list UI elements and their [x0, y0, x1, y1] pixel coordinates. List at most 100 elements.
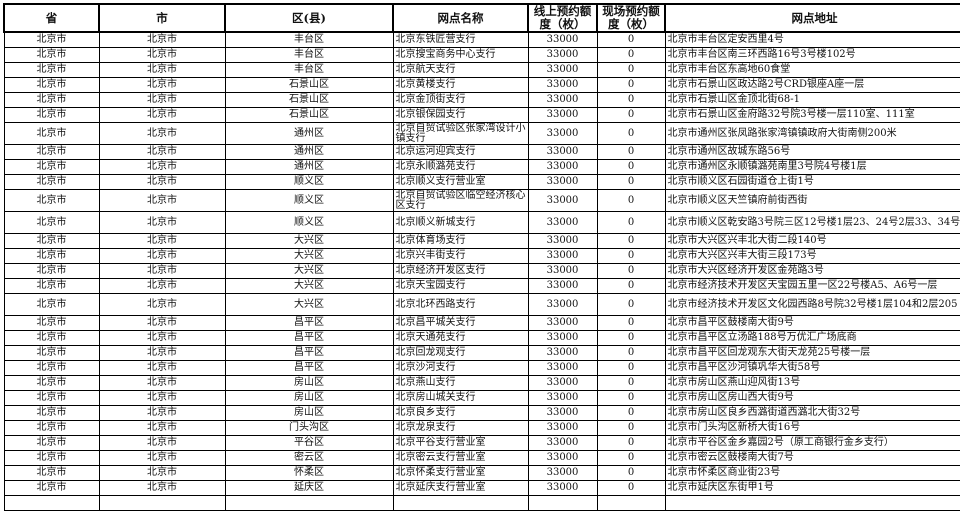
province-cell: 北京市 [3, 233, 100, 249]
address-cell: 北京市昌平区鼓楼南大街9号 [664, 315, 960, 331]
table-row: 北京市 北京市 大兴区 北京北环西路支行 33000 0 北京市经济技术开发区文化园西路8号… [3, 293, 960, 316]
province-cell: 北京市 [3, 77, 100, 93]
district-cell: 昌平区 [224, 315, 394, 331]
onsite-quota-cell: 0 [596, 375, 666, 391]
empty-cell [98, 495, 226, 511]
district-cell: 大兴区 [224, 263, 394, 279]
district-cell: 顺义区 [224, 211, 394, 234]
table-row: 北京市 北京市 丰台区 北京航天支行 33000 0 北京市丰台区东高地60食堂 [3, 62, 960, 78]
branch-name-cell: 北京自贸试验区张家湾设计小镇支行 [392, 122, 529, 145]
province-cell: 北京市 [3, 435, 100, 451]
online-quota-cell: 33000 [527, 77, 598, 93]
province-cell: 北京市 [3, 330, 100, 346]
col-header-online-quota: 线上预约额度（枚） [527, 3, 598, 33]
city-cell: 北京市 [98, 77, 226, 93]
table-row: 北京市 北京市 丰台区 北京东铁匠营支行 33000 0 北京市丰台区定安西里4号 [3, 31, 960, 48]
onsite-quota-cell: 0 [596, 465, 666, 481]
district-cell: 石景山区 [224, 107, 394, 123]
online-quota-cell: 33000 [527, 174, 598, 190]
district-cell: 丰台区 [224, 62, 394, 78]
city-cell: 北京市 [98, 189, 226, 212]
province-cell: 北京市 [3, 480, 100, 496]
onsite-quota-cell: 0 [596, 315, 666, 331]
table-row: 北京市 北京市 通州区 北京运河迎宾支行 33000 0 北京市通州区故城东路56号 [3, 144, 960, 160]
district-cell: 昌平区 [224, 330, 394, 346]
city-cell: 北京市 [98, 62, 226, 78]
table-row: 北京市 北京市 石景山区 北京金顶街支行 33000 0 北京市石景山区金顶北街68-1 [3, 92, 960, 108]
branch-name-cell: 北京龙泉支行 [392, 420, 529, 436]
table-row: 北京市 北京市 房山区 北京良乡支行 33000 0 北京市房山区良乡西潞街道西潞北大街32… [3, 405, 960, 421]
province-cell: 北京市 [3, 360, 100, 376]
city-cell: 北京市 [98, 31, 226, 48]
table-row: 北京市 北京市 顺义区 北京顺义支行营业室 33000 0 北京市顺义区石园街道仓上街1号 [3, 174, 960, 190]
province-cell: 北京市 [3, 293, 100, 316]
online-quota-cell: 33000 [527, 375, 598, 391]
branch-name-cell: 北京沙河支行 [392, 360, 529, 376]
address-cell: 北京市丰台区东高地60食堂 [664, 62, 960, 78]
online-quota-cell: 33000 [527, 435, 598, 451]
city-cell: 北京市 [98, 233, 226, 249]
address-cell: 北京市经济技术开发区文化园西路8号院32号楼1层104和2层205 [664, 293, 960, 316]
city-cell: 北京市 [98, 450, 226, 466]
district-cell: 石景山区 [224, 92, 394, 108]
table-row: 北京市 北京市 丰台区 北京搜宝商务中心支行 33000 0 北京市丰台区南三环西路16号3… [3, 47, 960, 63]
address-cell: 北京市大兴区兴丰北大街二段140号 [664, 233, 960, 249]
district-cell: 顺义区 [224, 189, 394, 212]
onsite-quota-cell: 0 [596, 345, 666, 361]
address-cell: 北京市经济技术开发区天宝园五里一区22号楼A5、A6号一层 [664, 278, 960, 294]
branch-name-cell: 北京平谷支行营业室 [392, 435, 529, 451]
province-cell: 北京市 [3, 405, 100, 421]
col-header-onsite-quota: 现场预约额度（枚） [596, 3, 666, 33]
district-cell: 通州区 [224, 144, 394, 160]
table-row: 北京市 北京市 石景山区 北京银保园支行 33000 0 北京市石景山区金府路32号院3号楼… [3, 107, 960, 123]
address-cell: 北京市石景山区金府路32号院3号楼一层110室、111室 [664, 107, 960, 123]
onsite-quota-cell: 0 [596, 248, 666, 264]
city-cell: 北京市 [98, 107, 226, 123]
city-cell: 北京市 [98, 480, 226, 496]
col-header-address: 网点地址 [664, 3, 960, 33]
district-cell: 昌平区 [224, 345, 394, 361]
online-quota-cell: 33000 [527, 330, 598, 346]
table-row-empty [3, 495, 960, 511]
table-row: 北京市 北京市 延庆区 北京延庆支行营业室 33000 0 北京市延庆区东街甲1号 [3, 480, 960, 496]
online-quota-cell: 33000 [527, 233, 598, 249]
branch-table: 省 市 区(县) 网点名称 线上预约额度（枚） 现场预约额度（枚） 网点地址 北… [3, 3, 960, 511]
province-cell: 北京市 [3, 263, 100, 279]
branch-name-cell: 北京回龙观支行 [392, 345, 529, 361]
address-cell: 北京市丰台区定安西里4号 [664, 31, 960, 48]
table-row: 北京市 北京市 房山区 北京燕山支行 33000 0 北京市房山区燕山迎风街13号 [3, 375, 960, 391]
city-cell: 北京市 [98, 330, 226, 346]
table-row: 北京市 北京市 昌平区 北京昌平城关支行 33000 0 北京市昌平区鼓楼南大街9号 [3, 315, 960, 331]
city-cell: 北京市 [98, 144, 226, 160]
district-cell: 大兴区 [224, 248, 394, 264]
table-row: 北京市 北京市 昌平区 北京天通苑支行 33000 0 北京市昌平区立汤路188号万优汇广场… [3, 330, 960, 346]
online-quota-cell: 33000 [527, 293, 598, 316]
address-cell: 北京市门头沟区新桥大街16号 [664, 420, 960, 436]
online-quota-cell: 33000 [527, 315, 598, 331]
table-row: 北京市 北京市 怀柔区 北京怀柔支行营业室 33000 0 北京市怀柔区商业街23号 [3, 465, 960, 481]
district-cell: 丰台区 [224, 47, 394, 63]
address-cell: 北京市大兴区经济开发区金苑路3号 [664, 263, 960, 279]
city-cell: 北京市 [98, 375, 226, 391]
address-cell: 北京市丰台区南三环西路16号3号楼102号 [664, 47, 960, 63]
address-cell: 北京市顺义区石园街道仓上街1号 [664, 174, 960, 190]
online-quota-cell: 33000 [527, 107, 598, 123]
district-cell: 大兴区 [224, 293, 394, 316]
address-cell: 北京市房山区燕山迎风街13号 [664, 375, 960, 391]
table-row: 北京市 北京市 顺义区 北京顺义新城支行 33000 0 北京市顺义区乾安路3号院三区12号… [3, 211, 960, 234]
branch-name-cell: 北京密云支行营业室 [392, 450, 529, 466]
branch-name-cell: 北京银保园支行 [392, 107, 529, 123]
branch-name-cell: 北京顺义支行营业室 [392, 174, 529, 190]
empty-cell [664, 495, 960, 511]
onsite-quota-cell: 0 [596, 122, 666, 145]
table-row: 北京市 北京市 平谷区 北京平谷支行营业室 33000 0 北京市平谷区金乡嘉园2号（原工商… [3, 435, 960, 451]
address-cell: 北京市密云区鼓楼南大街7号 [664, 450, 960, 466]
province-cell: 北京市 [3, 92, 100, 108]
online-quota-cell: 33000 [527, 31, 598, 48]
onsite-quota-cell: 0 [596, 31, 666, 48]
district-cell: 通州区 [224, 159, 394, 175]
onsite-quota-cell: 0 [596, 293, 666, 316]
branch-name-cell: 北京东铁匠营支行 [392, 31, 529, 48]
empty-cell [527, 495, 598, 511]
empty-cell [596, 495, 666, 511]
